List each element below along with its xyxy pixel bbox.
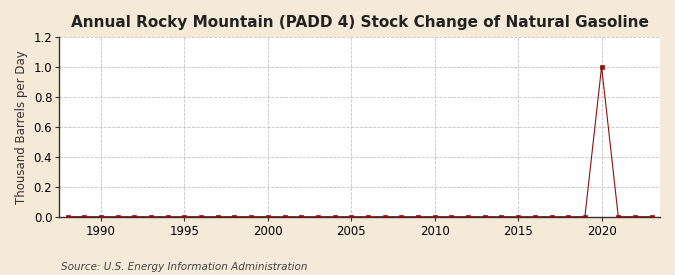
Y-axis label: Thousand Barrels per Day: Thousand Barrels per Day	[15, 50, 28, 204]
Title: Annual Rocky Mountain (PADD 4) Stock Change of Natural Gasoline: Annual Rocky Mountain (PADD 4) Stock Cha…	[71, 15, 649, 30]
Text: Source: U.S. Energy Information Administration: Source: U.S. Energy Information Administ…	[61, 262, 307, 272]
